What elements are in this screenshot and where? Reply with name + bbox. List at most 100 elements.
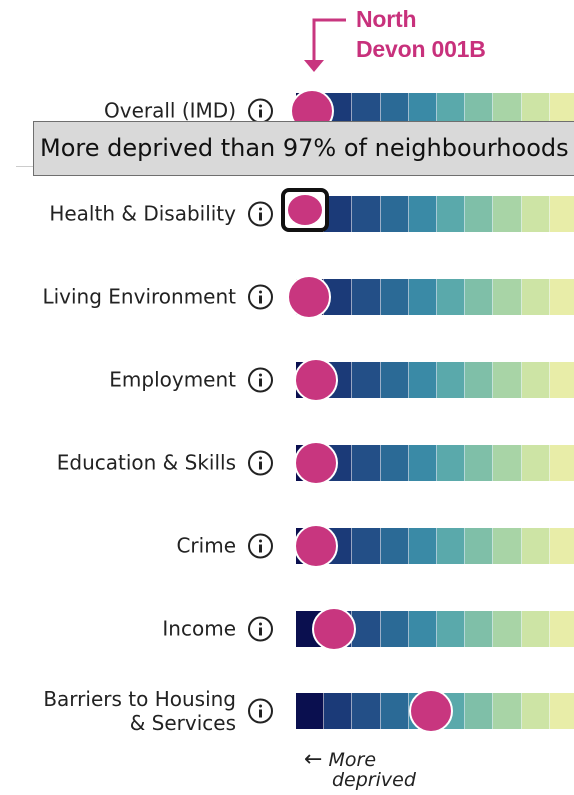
decile-segment-3 [352, 445, 381, 481]
domain-label: Barriers to Housing & Services [43, 687, 236, 735]
direction-hint: ← More deprived [304, 747, 416, 791]
decile-segment-4 [380, 611, 409, 647]
decile-scale [296, 196, 574, 232]
decile-segment-3 [352, 693, 381, 729]
domain-label: Crime [176, 533, 236, 558]
area-name-line1: North [356, 6, 417, 32]
domain-label: Income [162, 616, 236, 641]
area-name-line2: Devon 001B [356, 36, 486, 62]
domain-label: Education & Skills [56, 450, 236, 475]
decile-segment-2 [324, 693, 353, 729]
divider [16, 166, 36, 167]
decile-segment-8 [493, 279, 522, 315]
decile-segment-8 [493, 445, 522, 481]
decile-scale [296, 445, 574, 481]
decile-segment-7 [465, 445, 494, 481]
decile-segment-5 [408, 528, 437, 564]
info-icon[interactable] [248, 533, 273, 559]
decile-marker[interactable] [287, 275, 331, 319]
decile-segment-9 [521, 362, 550, 398]
decile-segment-7 [465, 279, 494, 315]
decile-segment-9 [521, 279, 550, 315]
decile-segment-6 [436, 196, 466, 232]
decile-segment-7 [465, 196, 494, 232]
decile-scale [296, 362, 574, 398]
domain-row-employment: Employment [0, 358, 574, 402]
decile-marker-focused[interactable] [281, 188, 329, 232]
arrow-down-icon [304, 18, 346, 72]
decile-marker[interactable] [294, 524, 338, 568]
decile-segment-8 [493, 362, 522, 398]
decile-scale [296, 279, 574, 315]
domain-label: Overall (IMD) [104, 98, 236, 123]
decile-segment-8 [493, 196, 522, 232]
decile-marker[interactable] [294, 441, 338, 485]
domain-row-crime: Crime [0, 524, 574, 568]
info-icon[interactable] [248, 98, 273, 124]
decile-segment-4 [380, 445, 409, 481]
decile-marker[interactable] [409, 689, 453, 733]
decile-segment-3 [352, 528, 381, 564]
decile-segment-9 [521, 445, 550, 481]
info-icon[interactable] [248, 450, 273, 476]
decile-segment-3 [352, 611, 381, 647]
decile-segment-9 [521, 196, 550, 232]
decile-segment-3 [352, 196, 381, 232]
decile-segment-9 [521, 528, 550, 564]
decile-segment-5 [408, 445, 437, 481]
direction-hint-line1: More [328, 749, 377, 771]
info-icon[interactable] [248, 698, 273, 724]
decile-segment-5 [408, 362, 437, 398]
domain-row-income: Income [0, 607, 574, 651]
decile-segment-5 [408, 611, 437, 647]
decile-segment-4 [380, 528, 409, 564]
domain-row-barriers: Barriers to Housing & Services [0, 687, 574, 735]
domain-label-line2: & Services [129, 711, 236, 735]
info-icon[interactable] [248, 367, 273, 393]
domain-row-living-environment: Living Environment [0, 275, 574, 319]
decile-segment-5 [408, 279, 437, 315]
decile-marker [288, 195, 322, 225]
decile-segment-8 [493, 611, 522, 647]
domain-row-education: Education & Skills [0, 441, 574, 485]
info-icon[interactable] [248, 201, 273, 227]
decile-segment-7 [465, 528, 494, 564]
decile-segment-1 [296, 693, 325, 729]
decile-segment-7 [465, 693, 494, 729]
decile-segment-9 [521, 611, 550, 647]
decile-segment-10 [549, 445, 574, 481]
info-icon[interactable] [248, 284, 273, 310]
decile-segment-8 [493, 693, 522, 729]
decile-segment-10 [549, 693, 574, 729]
decile-marker[interactable] [312, 607, 356, 651]
decile-segment-3 [352, 362, 381, 398]
direction-hint-line2: deprived [332, 769, 416, 791]
domain-label: Living Environment [42, 284, 236, 309]
decile-segment-5 [408, 196, 437, 232]
decile-segment-6 [436, 445, 466, 481]
decile-segment-9 [521, 693, 550, 729]
area-name: North Devon 001B [356, 4, 486, 64]
decile-segment-4 [380, 362, 409, 398]
decile-segment-10 [549, 279, 574, 315]
info-icon[interactable] [248, 616, 273, 642]
domain-label: Employment [109, 367, 236, 392]
decile-segment-3 [352, 279, 381, 315]
decile-segment-6 [436, 611, 466, 647]
decile-segment-7 [465, 362, 494, 398]
decile-segment-4 [380, 693, 409, 729]
decile-segment-10 [549, 611, 574, 647]
decile-segment-4 [380, 196, 409, 232]
domain-label-line1: Barriers to Housing [43, 687, 236, 711]
decile-segment-6 [436, 362, 466, 398]
area-callout: North Devon 001B [0, 0, 574, 80]
decile-segment-10 [549, 362, 574, 398]
domain-label: Health & Disability [49, 201, 236, 226]
decile-segment-6 [436, 279, 466, 315]
decile-segment-7 [465, 611, 494, 647]
decile-scale [296, 611, 574, 647]
arrow-left-icon: ← [304, 747, 323, 772]
decile-segment-10 [549, 528, 574, 564]
decile-segment-4 [380, 279, 409, 315]
decile-marker[interactable] [294, 358, 338, 402]
